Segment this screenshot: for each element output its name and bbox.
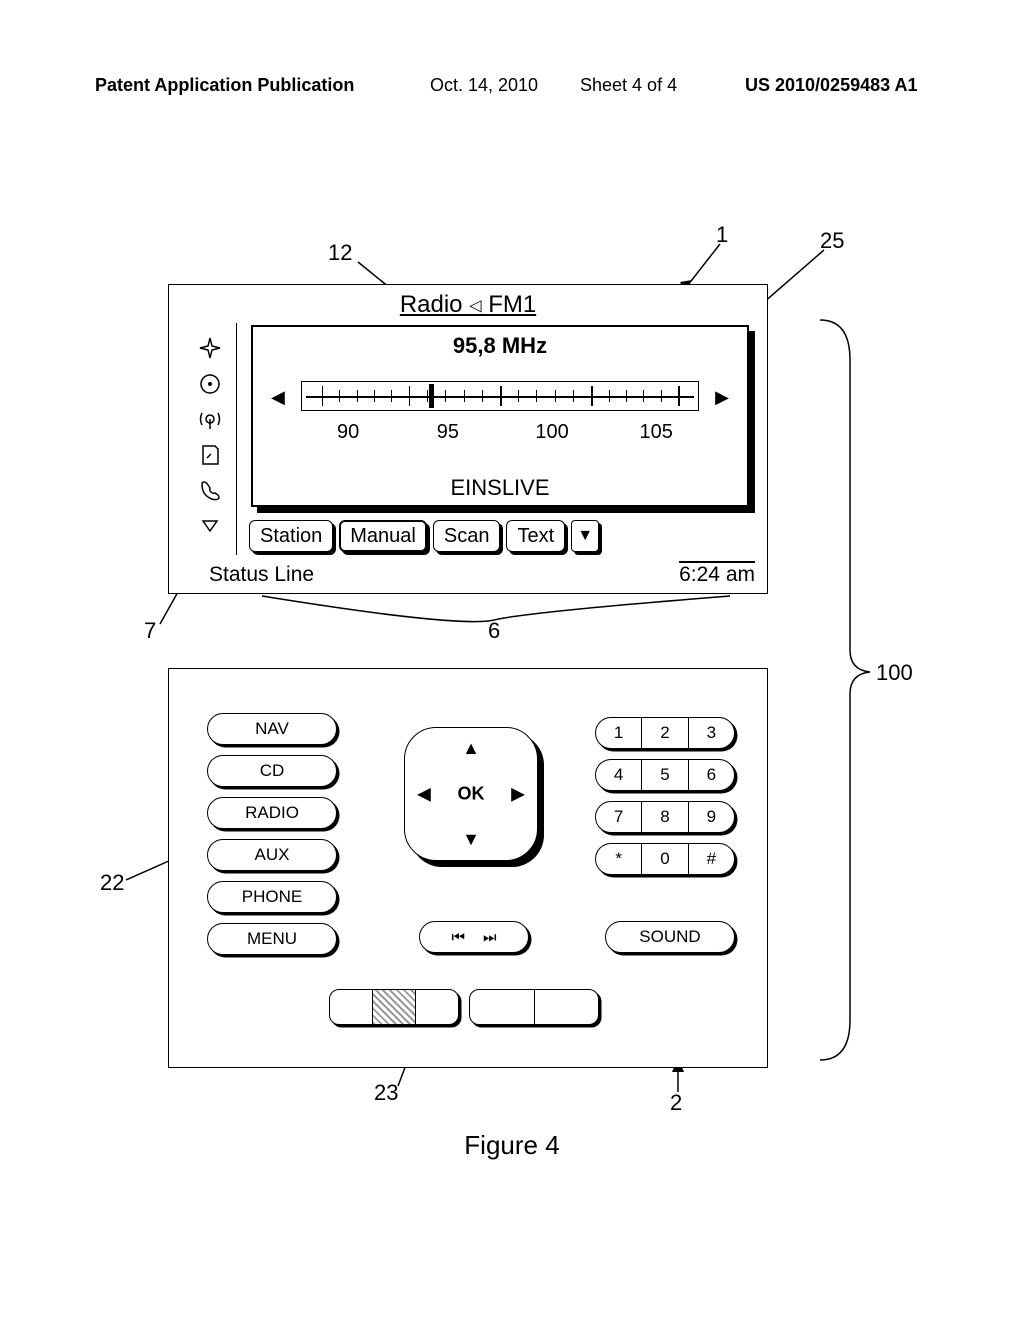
figure-caption: Figure 4: [0, 1130, 1024, 1161]
tabs-more-arrow-icon[interactable]: ▼: [571, 520, 599, 552]
joystick[interactable]: ▲ ▼ ◀ ▶ OK: [404, 727, 544, 867]
key-0[interactable]: 0: [641, 844, 687, 874]
title-band: FM1: [488, 291, 536, 318]
phone-button[interactable]: PHONE: [207, 881, 337, 913]
slot-right-seg-1[interactable]: [470, 990, 534, 1024]
joystick-ok-button[interactable]: OK: [458, 784, 485, 805]
joystick-down-icon[interactable]: ▼: [462, 829, 480, 850]
key-6[interactable]: 6: [688, 760, 734, 790]
key-star[interactable]: *: [596, 844, 641, 874]
tab-text[interactable]: Text: [506, 520, 565, 552]
control-panel: NAV CD RADIO AUX PHONE MENU ▲ ▼ ◀ ▶ OK 1…: [168, 668, 768, 1068]
cd-button[interactable]: CD: [207, 755, 337, 787]
tab-manual[interactable]: Manual: [339, 520, 427, 552]
left-button-stack: NAV CD RADIO AUX PHONE MENU: [207, 713, 337, 955]
status-line: Status Line 6:24 am: [209, 563, 755, 587]
key-5[interactable]: 5: [641, 760, 687, 790]
side-icon-column: [189, 333, 231, 541]
dial-right-arrow-icon[interactable]: ▶: [715, 387, 729, 408]
joystick-left-icon[interactable]: ◀: [417, 784, 431, 805]
menu-button[interactable]: MENU: [207, 923, 337, 955]
status-time: 6:24 am: [679, 563, 755, 587]
key-4[interactable]: 4: [596, 760, 641, 790]
antenna-icon: [194, 404, 226, 434]
seek-button[interactable]: ⏮ ⏭: [419, 921, 529, 953]
tab-station[interactable]: Station: [249, 520, 333, 552]
title-radio: Radio: [400, 291, 463, 318]
slot-left-seg-1[interactable]: [330, 990, 372, 1024]
tabs-row: Station Manual Scan Text ▼: [249, 517, 747, 555]
key-9[interactable]: 9: [688, 802, 734, 832]
frequency-label: 95,8 MHz: [253, 333, 747, 359]
slot-left-seg-3[interactable]: [415, 990, 458, 1024]
dial-scale: [301, 381, 699, 411]
down-triangle-icon: [194, 511, 226, 541]
numpad-row-1[interactable]: 1 2 3: [595, 717, 735, 749]
dial-row: ◀ ▶: [271, 371, 729, 417]
radio-button[interactable]: RADIO: [207, 797, 337, 829]
display-title: Radio ◁ FM1: [169, 291, 767, 319]
joystick-up-icon[interactable]: ▲: [462, 738, 480, 759]
dial-left-arrow-icon[interactable]: ◀: [271, 387, 285, 408]
sound-button[interactable]: SOUND: [605, 921, 735, 953]
slot-row: [329, 989, 599, 1025]
key-3[interactable]: 3: [688, 718, 734, 748]
nav-button[interactable]: NAV: [207, 713, 337, 745]
joystick-right-icon[interactable]: ▶: [511, 784, 525, 805]
seek-prev-icon[interactable]: ⏮: [451, 929, 465, 946]
lead-lines: [0, 0, 1024, 1320]
seek-next-icon[interactable]: ⏭: [483, 929, 497, 946]
slot-right-seg-2[interactable]: [534, 990, 599, 1024]
numpad-row-2[interactable]: 4 5 6: [595, 759, 735, 791]
numpad: 1 2 3 4 5 6 7 8 9 * 0 #: [595, 717, 735, 875]
joystick-face[interactable]: ▲ ▼ ◀ ▶ OK: [404, 727, 538, 861]
disc-icon: [194, 369, 226, 399]
tab-scan[interactable]: Scan: [433, 520, 501, 552]
main-display-box: 95,8 MHz ◀ ▶ 9095100105 EINSLIVE: [251, 325, 749, 507]
star-icon: [194, 333, 226, 363]
station-name: EINSLIVE: [253, 475, 747, 501]
slot-right[interactable]: [469, 989, 599, 1025]
display-unit: Radio ◁ FM1 95,8 MHz ◀ ▶: [168, 284, 768, 594]
key-hash[interactable]: #: [688, 844, 734, 874]
card-icon: [194, 440, 226, 470]
aux-button[interactable]: AUX: [207, 839, 337, 871]
key-2[interactable]: 2: [641, 718, 687, 748]
key-8[interactable]: 8: [641, 802, 687, 832]
key-7[interactable]: 7: [596, 802, 641, 832]
slot-left[interactable]: [329, 989, 459, 1025]
key-1[interactable]: 1: [596, 718, 641, 748]
numpad-row-4[interactable]: * 0 #: [595, 843, 735, 875]
status-text: Status Line: [209, 563, 314, 587]
phone-icon: [194, 476, 226, 506]
title-triangle-icon: ◁: [469, 298, 481, 315]
divider-line: [236, 323, 237, 555]
numpad-row-3[interactable]: 7 8 9: [595, 801, 735, 833]
slot-left-seg-2-highlighted[interactable]: [372, 990, 415, 1024]
